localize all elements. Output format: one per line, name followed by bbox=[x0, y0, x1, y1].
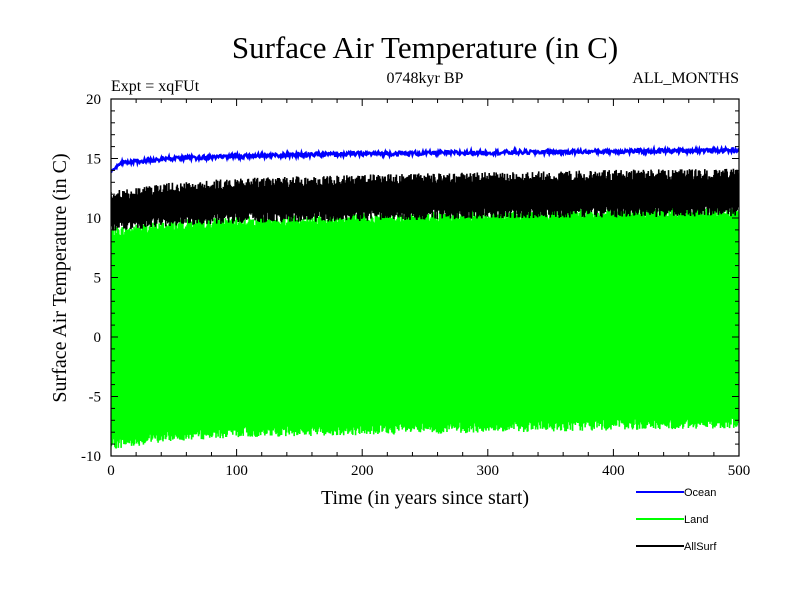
x-axis-label: Time (in years since start) bbox=[321, 487, 529, 509]
y-tick-label: -10 bbox=[81, 449, 101, 465]
series-allsurf-line bbox=[111, 168, 739, 231]
legend-label-land: Land bbox=[684, 514, 708, 526]
experiment-label: Expt = xqFUt bbox=[111, 78, 200, 95]
x-tick-label: 400 bbox=[602, 463, 625, 479]
y-tick-label: 5 bbox=[94, 271, 102, 287]
series-ocean-line bbox=[111, 144, 739, 174]
series-land-line bbox=[111, 206, 739, 449]
legend-label-allsurf: AllSurf bbox=[684, 541, 717, 553]
chart-title: Surface Air Temperature (in C) bbox=[232, 30, 618, 65]
x-tick-label: 100 bbox=[225, 463, 248, 479]
y-tick-label: 20 bbox=[86, 92, 101, 108]
y-tick-label: -5 bbox=[89, 390, 102, 406]
period-label: 0748kyr BP bbox=[387, 70, 464, 87]
x-tick-label: 300 bbox=[477, 463, 500, 479]
legend-label-ocean: Ocean bbox=[684, 487, 716, 499]
y-tick-label: 15 bbox=[86, 152, 101, 168]
x-tick-label: 200 bbox=[351, 463, 374, 479]
y-axis-label: Surface Air Temperature (in C) bbox=[49, 153, 71, 402]
y-tick-label: 0 bbox=[94, 330, 102, 346]
y-tick-label: 10 bbox=[86, 211, 101, 227]
x-tick-label: 0 bbox=[107, 463, 115, 479]
months-label: ALL_MONTHS bbox=[632, 70, 739, 87]
x-tick-label: 500 bbox=[728, 463, 751, 479]
